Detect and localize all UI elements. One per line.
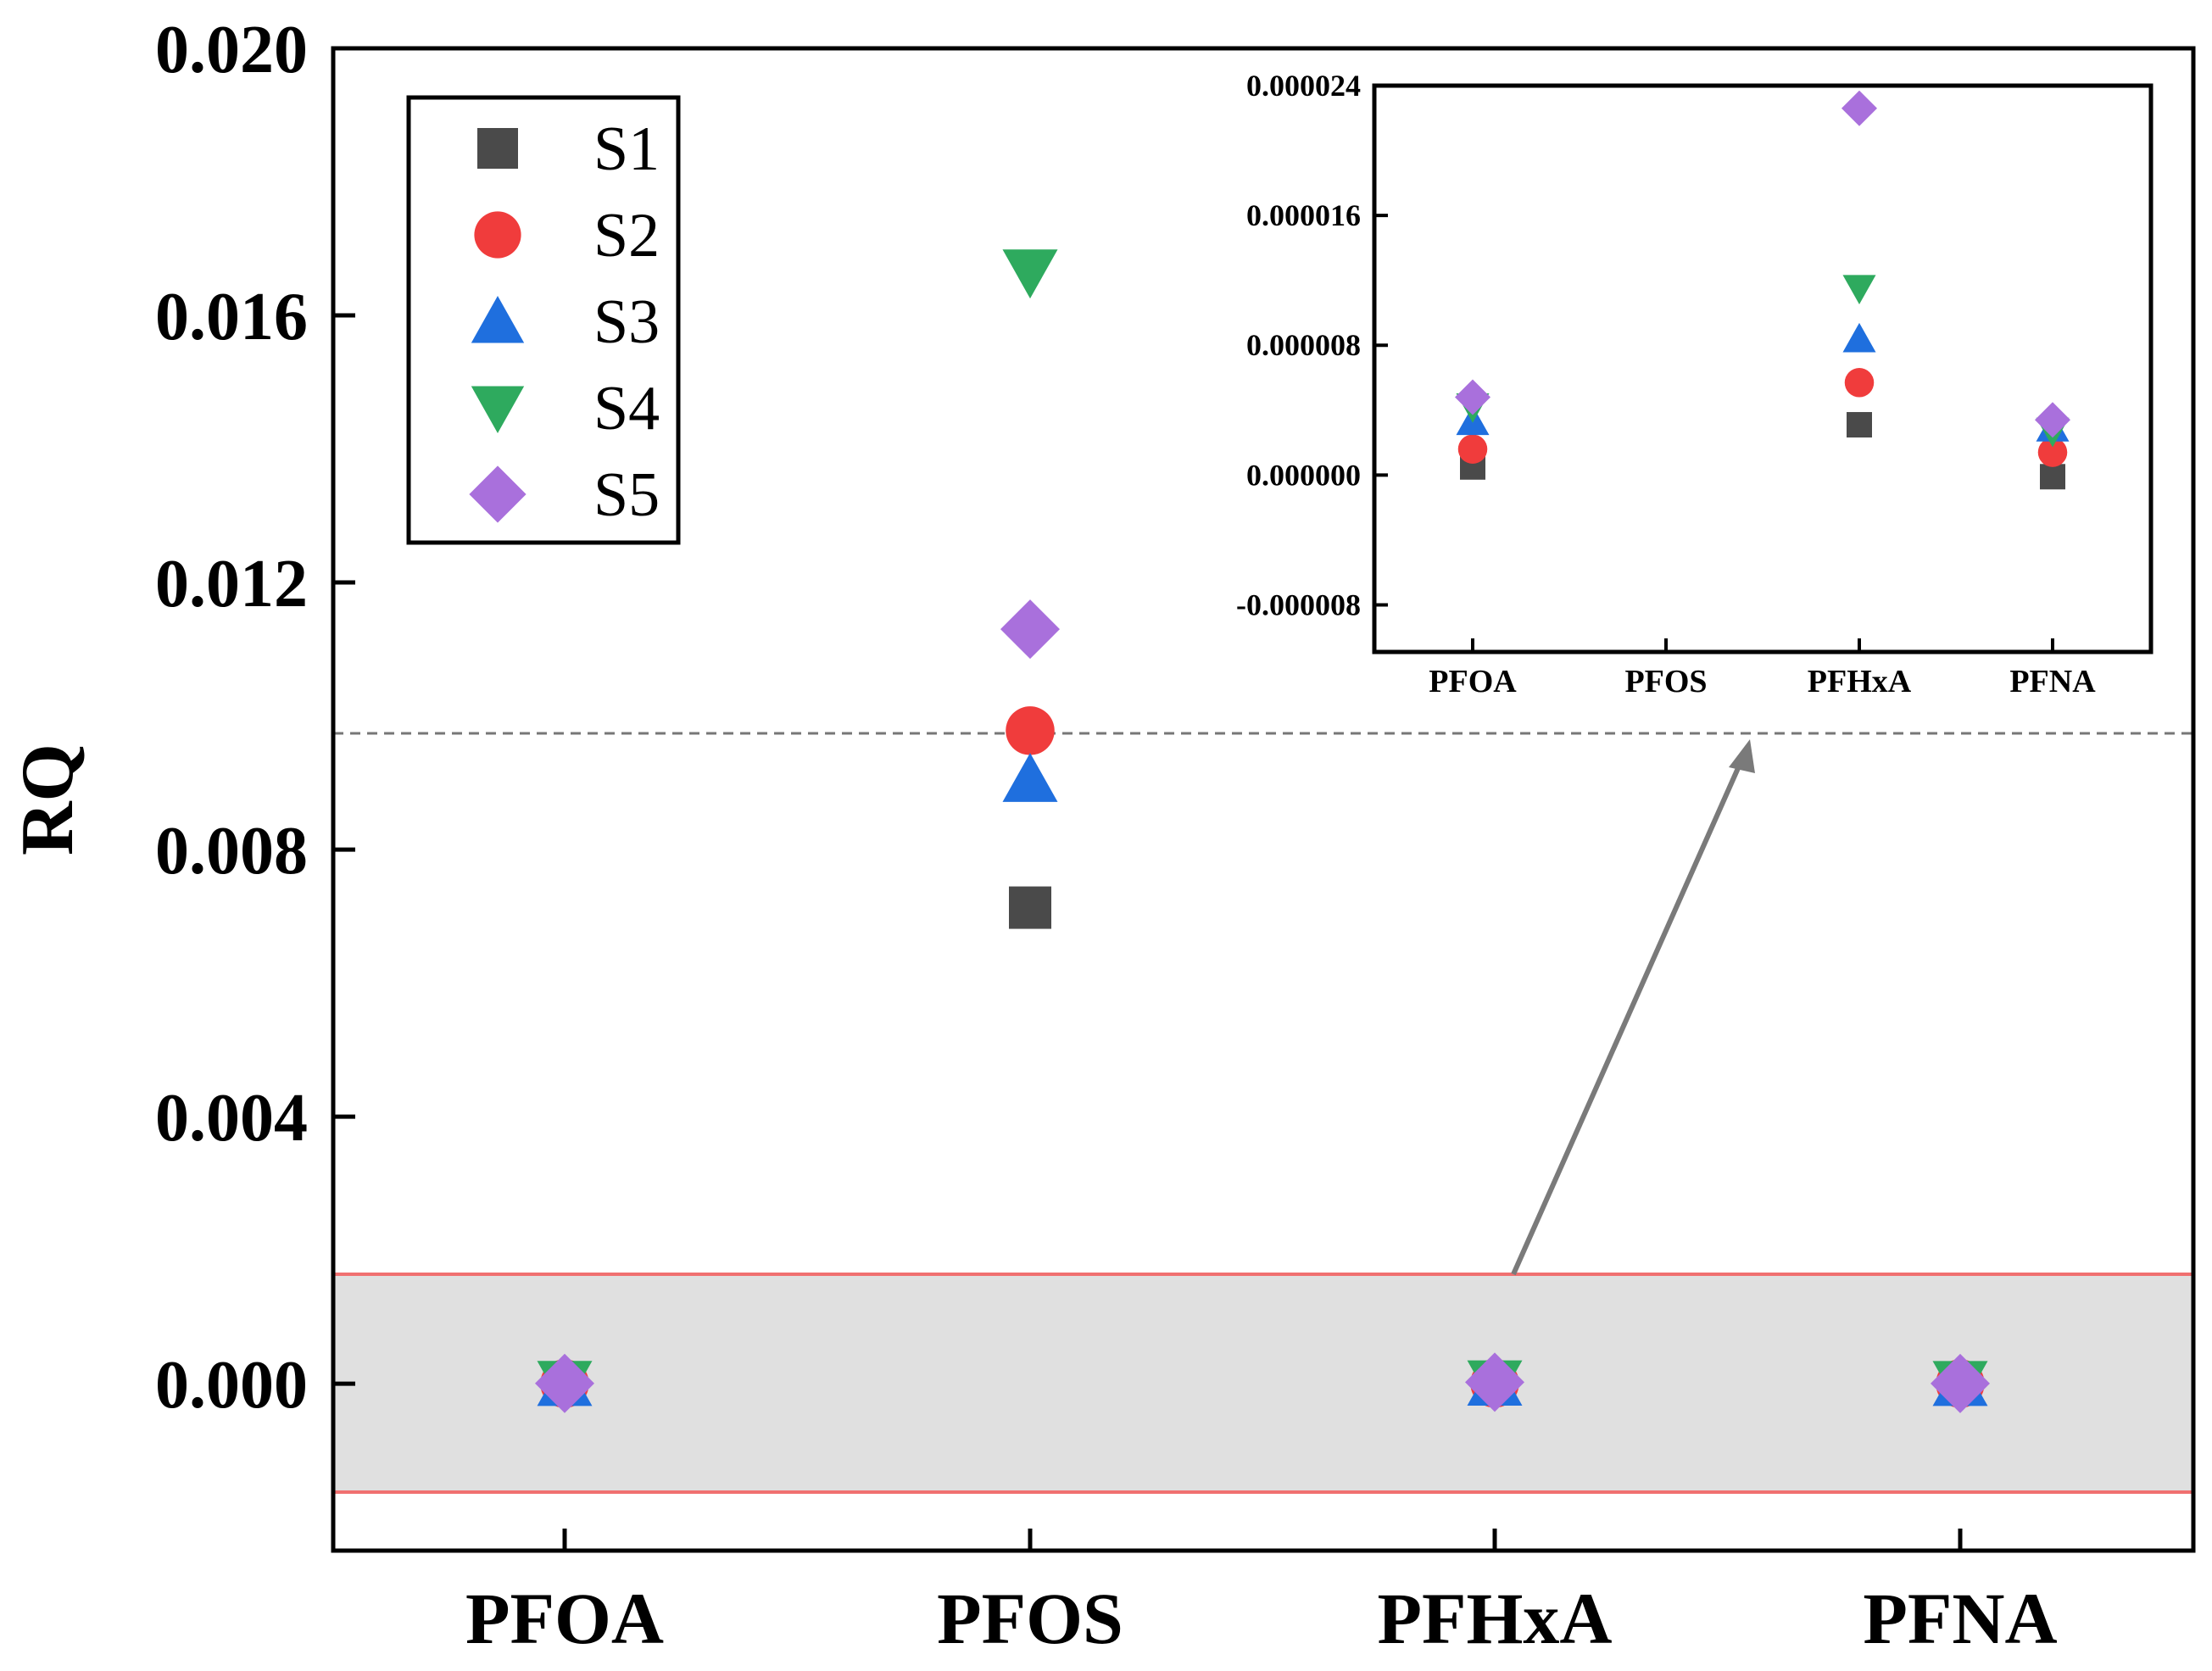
y-tick-label: 0.004 xyxy=(155,1081,308,1156)
main-axes: 0.000 0.004 0.008 0.012 0.016 0.020 PFOA PFOS PF… xyxy=(155,13,2058,1659)
y-tick-label: 0.000 xyxy=(155,1348,308,1423)
inset-axes: -0.000008 0.000000 0.000008 0.000016 0.00002… xyxy=(1236,69,2096,699)
inset-data-point-s1 xyxy=(1847,412,1872,438)
y-tick-label: 0.008 xyxy=(155,814,308,888)
legend-label: S4 xyxy=(593,374,660,443)
y-tick-label: 0.016 xyxy=(155,280,308,354)
inset-plot-frame xyxy=(1372,83,2153,654)
inset-y-tick-label: 0.000000 xyxy=(1246,458,1361,492)
zoom-arrow-head xyxy=(1729,739,1755,773)
legend-frame xyxy=(406,95,681,545)
inset-y-tick-label: -0.000008 xyxy=(1236,588,1361,621)
main-plot-frame xyxy=(331,46,2196,1553)
data-point-s2 xyxy=(1006,706,1055,755)
inset-plot-background xyxy=(1374,86,2151,652)
legend-marker-s1 xyxy=(477,128,518,169)
legend-label: S2 xyxy=(593,201,660,270)
data-point-s4 xyxy=(1002,249,1058,299)
inset-data-point-s5 xyxy=(1455,379,1490,415)
legend-marker-s5 xyxy=(469,465,527,523)
legend-marker-s4 xyxy=(471,386,525,433)
inset-data-point-s4 xyxy=(1842,275,1876,305)
inset-x-tick-label: PFOS xyxy=(1624,664,1707,699)
y-tick-label: 0.020 xyxy=(155,13,308,87)
legend-label: S3 xyxy=(593,287,660,357)
inset-data-point-s5 xyxy=(1841,90,1877,126)
x-tick-label: PFNA xyxy=(1863,1578,2057,1659)
inset-data-point-s2 xyxy=(1844,368,1875,398)
inset-x-tick-label: PFHxA xyxy=(1808,664,1912,699)
inset-data-point-s2 xyxy=(1457,434,1488,464)
legend: S1 S2 S3 S4 S5 xyxy=(406,95,681,545)
zoom-region-box xyxy=(332,1273,2195,1494)
x-tick-label: PFOA xyxy=(465,1578,664,1659)
inset-y-tick-label: 0.000016 xyxy=(1246,198,1361,232)
y-axis-label: RQ xyxy=(7,744,89,855)
data-point-s5 xyxy=(1931,1353,1990,1413)
legend-marker-s2 xyxy=(474,211,521,259)
data-point-s1 xyxy=(1009,886,1051,929)
inset-data-point-s3 xyxy=(1842,322,1876,353)
inset-y-tick-label: 0.000024 xyxy=(1246,69,1361,103)
inset-y-tick-label: 0.000008 xyxy=(1246,328,1361,362)
inset-data-point-s2 xyxy=(2037,437,2068,467)
zoom-arrow-line xyxy=(1511,751,1747,1276)
inset-data-markers xyxy=(1455,90,2070,490)
main-data-markers xyxy=(535,249,1990,1413)
legend-label: S5 xyxy=(593,460,660,530)
legend-label: S1 xyxy=(593,114,660,184)
inset-data-point-s1 xyxy=(2040,464,2065,490)
x-tick-label: PFHxA xyxy=(1377,1578,1612,1659)
data-point-s5 xyxy=(1000,599,1060,660)
legend-marker-s3 xyxy=(471,296,525,343)
data-point-s5 xyxy=(535,1353,594,1413)
inset-data-point-s5 xyxy=(2035,402,2070,438)
y-tick-label: 0.012 xyxy=(155,547,308,621)
x-tick-label: PFOS xyxy=(937,1578,1123,1659)
data-point-s5 xyxy=(1465,1352,1524,1412)
inset-x-tick-label: PFOA xyxy=(1429,664,1517,699)
inset-x-tick-label: PFNA xyxy=(2009,664,2096,699)
data-point-s3 xyxy=(1002,753,1058,802)
